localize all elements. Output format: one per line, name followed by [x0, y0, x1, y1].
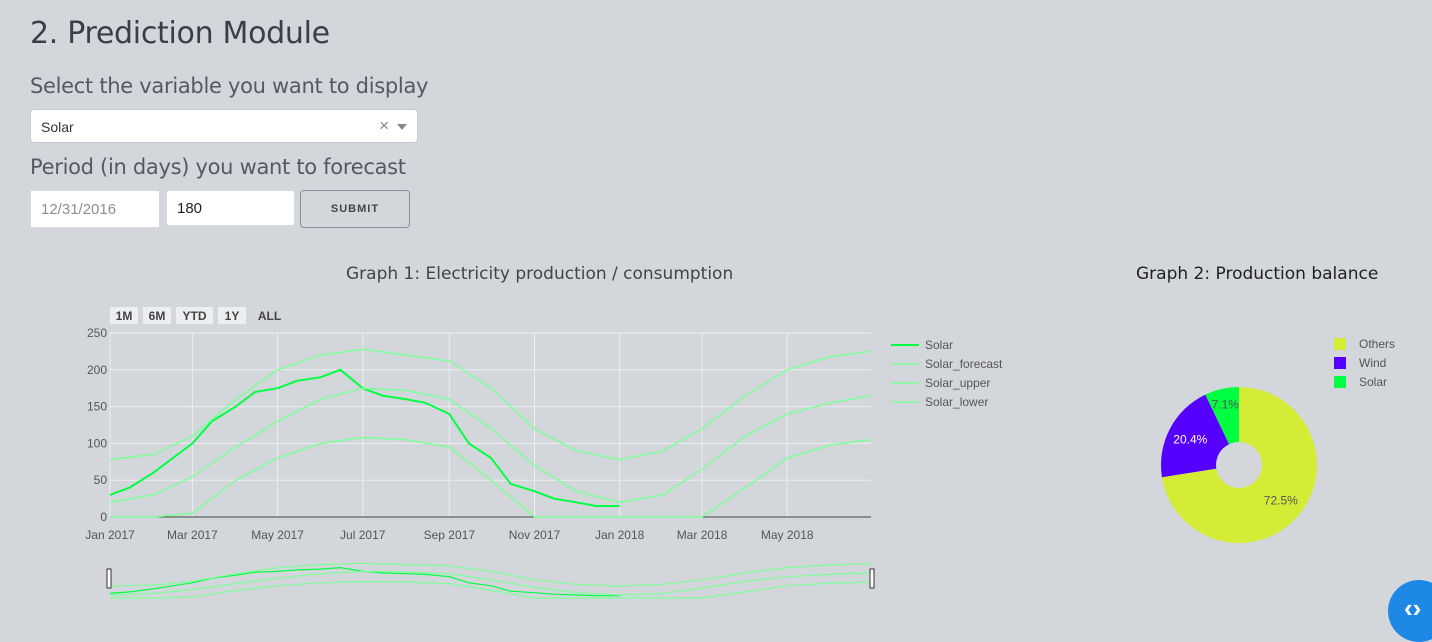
pie-legend-entry[interactable]: Wind [1359, 356, 1386, 370]
series-line-solar_lower [110, 436, 872, 518]
range-button-label[interactable]: 1M [116, 309, 133, 323]
y-tick-label: 50 [94, 473, 108, 487]
chevrons-icon: ‹› [1404, 593, 1422, 623]
pie-slice-label: 72.5% [1264, 494, 1298, 508]
start-date-input[interactable] [30, 190, 160, 228]
legend-entry[interactable]: Solar_forecast [925, 357, 1003, 371]
slider-line-solar_forecast [109, 570, 872, 596]
slider-line-solar_upper [109, 562, 872, 587]
pie-legend-entry[interactable]: Others [1359, 337, 1395, 351]
y-tick-label: 150 [87, 400, 107, 414]
y-tick-label: 100 [87, 436, 107, 450]
x-tick-label: Sep 2017 [424, 528, 476, 542]
range-slider-left-handle[interactable] [106, 568, 112, 589]
x-tick-label: Jan 2017 [85, 528, 135, 542]
pie-slice-wind[interactable] [1160, 394, 1230, 478]
range-button-label[interactable]: ALL [258, 309, 281, 323]
clear-icon[interactable]: × [379, 116, 389, 135]
variable-dropdown[interactable]: Solar × [30, 109, 418, 143]
range-button-1y[interactable] [218, 307, 246, 324]
range-button-ytd[interactable] [176, 307, 213, 324]
pie-legend-swatch [1334, 338, 1346, 350]
y-tick-label: 250 [87, 326, 107, 340]
y-tick-label: 0 [100, 510, 107, 524]
graph2-title: Graph 2: Production balance [1136, 264, 1379, 284]
submit-button[interactable]: SUBMIT [300, 190, 410, 228]
series-line-solar_upper [109, 348, 872, 461]
x-tick-label: Nov 2017 [509, 528, 561, 542]
period-label: Period (in days) you want to forecast [30, 155, 406, 179]
x-tick-label: Jul 2017 [340, 528, 386, 542]
range-slider-right-handle[interactable] [869, 568, 875, 589]
page-title: 2. Prediction Module [30, 16, 330, 51]
slider-line-solar_lower [110, 580, 872, 599]
legend-entry[interactable]: Solar_lower [925, 395, 988, 409]
pie-legend-swatch [1334, 357, 1346, 369]
pie-slice-label: 7.1% [1212, 398, 1240, 412]
x-tick-label: Mar 2017 [167, 528, 218, 542]
pie-legend-entry[interactable]: Solar [1359, 375, 1387, 389]
forecast-days-input[interactable] [166, 190, 295, 226]
legend-entry[interactable]: Solar_upper [925, 376, 990, 390]
range-button-label[interactable]: 6M [149, 309, 166, 323]
x-tick-label: Mar 2018 [677, 528, 728, 542]
pie-slice-label: 20.4% [1173, 432, 1207, 446]
range-button-1m[interactable] [110, 307, 138, 324]
x-tick-label: May 2018 [761, 528, 814, 542]
pie-legend-swatch [1334, 376, 1346, 388]
variable-selected-value: Solar [41, 119, 74, 135]
range-button-label[interactable]: 1Y [225, 309, 240, 323]
x-tick-label: Jan 2018 [595, 528, 645, 542]
graph1-title: Graph 1: Electricity production / consum… [346, 264, 734, 284]
pie-slice-solar[interactable] [1205, 387, 1239, 445]
chevron-down-icon[interactable] [397, 124, 407, 130]
x-tick-label: May 2017 [251, 528, 304, 542]
range-button-6m[interactable] [143, 307, 171, 324]
graph1-chart[interactable]: 0 50 100 150 200 250 Jan 2017 Mar 2017 May 2017 J… [0, 0, 1432, 626]
series-line-solar_forecast [109, 387, 872, 504]
pie-slice-others[interactable] [1161, 387, 1318, 543]
range-button-label[interactable]: YTD [183, 309, 207, 323]
y-tick-label: 200 [87, 363, 107, 377]
variable-label: Select the variable you want to display [30, 74, 429, 98]
legend-entry[interactable]: Solar [925, 338, 953, 352]
